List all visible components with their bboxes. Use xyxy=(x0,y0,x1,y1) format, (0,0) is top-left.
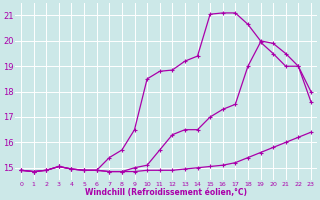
X-axis label: Windchill (Refroidissement éolien,°C): Windchill (Refroidissement éolien,°C) xyxy=(85,188,247,197)
